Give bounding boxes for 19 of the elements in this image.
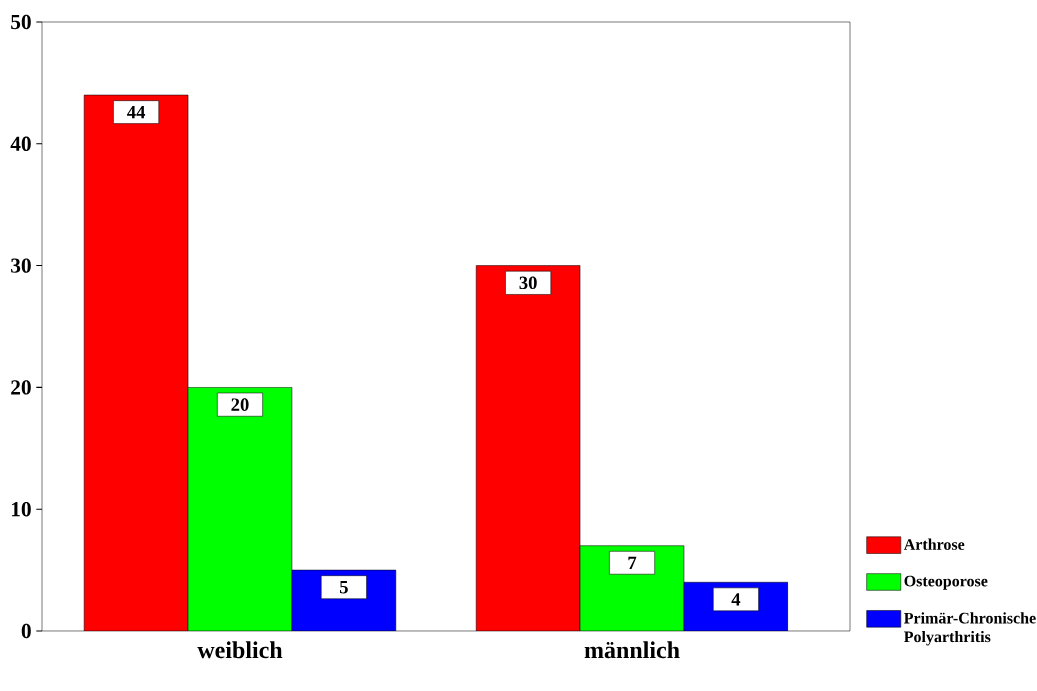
data-label: 7 [628,556,637,569]
legend-label: Osteoporose [904,575,988,590]
legend-label: Arthrose [903,538,965,550]
bar [475,265,581,631]
y-tick-label: 20 [11,380,31,395]
bar [83,94,189,631]
data-label: 44 [127,105,146,119]
y-tick-label: 50 [11,14,31,30]
x-tick-label: männlich [584,641,680,659]
x-tick-label: weiblich [197,641,283,659]
y-tick-label: 40 [10,136,31,151]
data-label: 30 [519,276,537,290]
data-label: 4 [731,593,741,606]
data-label: 20 [231,398,249,411]
legend-label: Primär-Chronische Polyarthritis [904,612,1036,646]
y-tick-label: 10 [11,502,31,517]
y-tick-label: 30 [11,258,31,273]
y-tick-label: 0 [21,623,31,639]
data-label: 5 [339,581,348,594]
